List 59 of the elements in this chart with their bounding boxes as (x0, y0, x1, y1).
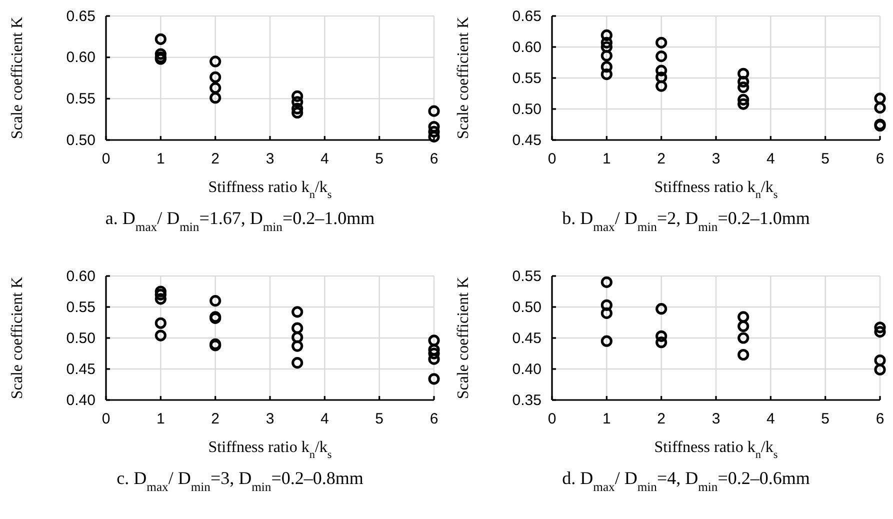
x-tick-label: 2 (211, 410, 220, 428)
x-tick-label: 4 (766, 150, 775, 168)
x-tick-label: 3 (266, 410, 274, 428)
y-axis-title: Scale coefficient K (9, 16, 26, 140)
x-tick-label: 2 (657, 410, 666, 428)
y-tick-label: 0.60 (66, 49, 96, 66)
x-tick-label: 1 (602, 410, 611, 428)
x-tick-label: 6 (430, 410, 438, 428)
text: b. D$_{max}$/ D$_{min}$=2, D$_{min}$=0.2–1.0mm (562, 208, 810, 234)
x-tick-label: 1 (156, 410, 165, 428)
text: d. D$_{max}$/ D$_{min}$=4, D$_{min}$=0.2–0.6mm (562, 468, 810, 494)
y-tick-label: 0.35 (512, 392, 542, 409)
x-tick-label: 3 (712, 410, 720, 428)
x-tick-label: 5 (821, 410, 830, 428)
y-tick-label: 0.65 (66, 8, 96, 25)
x-tick-label: 4 (320, 410, 329, 428)
x-tick-label: 6 (430, 150, 438, 168)
y-tick-label: 0.50 (512, 298, 542, 316)
text: a. D$_{max}$/ D$_{min}$=1.67, D$_{min}$=0.2–1.0mm (105, 208, 375, 234)
y-tick-label: 0.55 (66, 90, 96, 108)
x-tick-label: 6 (876, 410, 884, 428)
x-tick-label: 0 (548, 410, 556, 428)
x-tick-label: 1 (602, 150, 611, 168)
x-tick-label: 2 (211, 150, 220, 168)
y-tick-label: 0.55 (512, 70, 542, 87)
y-tick-label: 0.50 (512, 100, 542, 118)
x-tick-label: 2 (657, 150, 666, 168)
y-tick-label: 0.40 (512, 360, 542, 378)
x-tick-label: 0 (102, 410, 110, 428)
y-tick-label: 0.50 (66, 132, 96, 149)
y-tick-label: 0.40 (66, 392, 96, 409)
y-tick-label: 0.50 (66, 330, 96, 347)
x-tick-label: 0 (102, 150, 110, 168)
x-axis-title: Stiffness ratio k$_{n}$/k$_{s}$ (208, 439, 332, 461)
x-tick-label: 5 (375, 150, 384, 168)
x-tick-label: 4 (320, 150, 329, 168)
x-tick-label: 5 (821, 150, 830, 168)
x-tick-label: 3 (266, 150, 274, 168)
y-tick-label: 0.45 (66, 360, 96, 378)
text: c. D$_{max}$/ D$_{min}$=3, D$_{min}$=0.2–0.8mm (116, 468, 364, 494)
y-axis-title: Scale coefficient K (455, 16, 472, 140)
x-tick-label: 6 (876, 150, 884, 168)
y-tick-label: 0.60 (66, 268, 96, 285)
x-tick-label: 5 (375, 410, 384, 428)
y-tick-label: 0.65 (512, 8, 542, 25)
x-tick-label: 0 (548, 150, 556, 168)
y-axis-title: Scale coefficient K (455, 276, 472, 400)
x-axis-title: Stiffness ratio k$_{n}$/k$_{s}$ (654, 439, 778, 461)
y-tick-label: 0.45 (512, 330, 542, 347)
x-tick-label: 1 (156, 150, 165, 168)
x-tick-label: 3 (712, 150, 720, 168)
y-tick-label: 0.45 (512, 132, 542, 149)
y-tick-label: 0.55 (512, 268, 542, 285)
y-axis-title: Scale coefficient K (9, 276, 26, 400)
y-tick-label: 0.55 (66, 298, 96, 316)
x-tick-label: 4 (766, 410, 775, 428)
y-tick-label: 0.60 (512, 38, 542, 56)
x-axis-title: Stiffness ratio k$_{n}$/k$_{s}$ (654, 179, 778, 201)
x-axis-title: Stiffness ratio k$_{n}$/k$_{s}$ (208, 179, 332, 201)
